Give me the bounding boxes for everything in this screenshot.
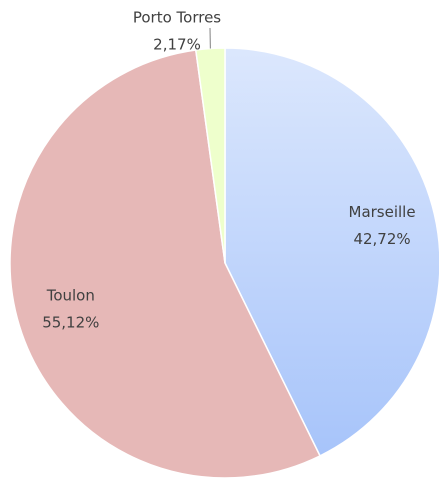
value-label: 55,12% bbox=[42, 314, 99, 332]
pie-slice bbox=[9, 49, 322, 479]
value-label: 2,17% bbox=[153, 36, 201, 54]
category-label: Marseille bbox=[349, 203, 416, 221]
category-label: Toulon bbox=[46, 287, 95, 305]
category-label: Porto Torres bbox=[133, 9, 221, 27]
value-label: 42,72% bbox=[353, 230, 410, 248]
